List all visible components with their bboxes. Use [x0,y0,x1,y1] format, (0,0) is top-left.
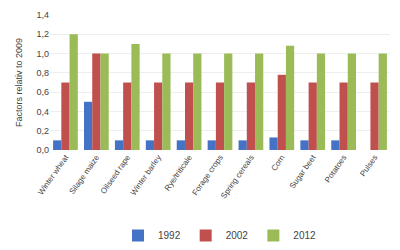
svg-text:Oilseed rape: Oilseed rape [99,153,133,196]
svg-text:Winter wheat: Winter wheat [36,153,71,197]
svg-text:1,0: 1,0 [36,49,49,59]
svg-text:1,2: 1,2 [36,29,49,39]
svg-text:Potatoes: Potatoes [323,153,348,184]
svg-text:0,2: 0,2 [36,126,49,136]
svg-text:Rye/triticale: Rye/triticale [163,153,195,193]
svg-text:Silage maize: Silage maize [68,153,102,196]
svg-text:1992: 1992 [158,230,181,241]
svg-text:0,4: 0,4 [36,107,49,117]
svg-text:0,0: 0,0 [36,145,49,155]
svg-text:Winter barley: Winter barley [129,153,163,197]
svg-text:2002: 2002 [226,230,249,241]
svg-text:Corn: Corn [269,153,286,172]
svg-text:Pulses: Pulses [358,153,379,178]
svg-text:Factors relativ to 2009: Factors relativ to 2009 [14,38,24,127]
svg-text:0,6: 0,6 [36,87,49,97]
svg-text:1,4: 1,4 [36,10,49,20]
svg-text:0,8: 0,8 [36,68,49,78]
svg-text:Spring cereals: Spring cereals [219,153,256,200]
svg-text:Forage crops: Forage crops [191,153,225,197]
svg-text:Sugar beet: Sugar beet [288,153,318,191]
svg-text:2012: 2012 [293,230,316,241]
